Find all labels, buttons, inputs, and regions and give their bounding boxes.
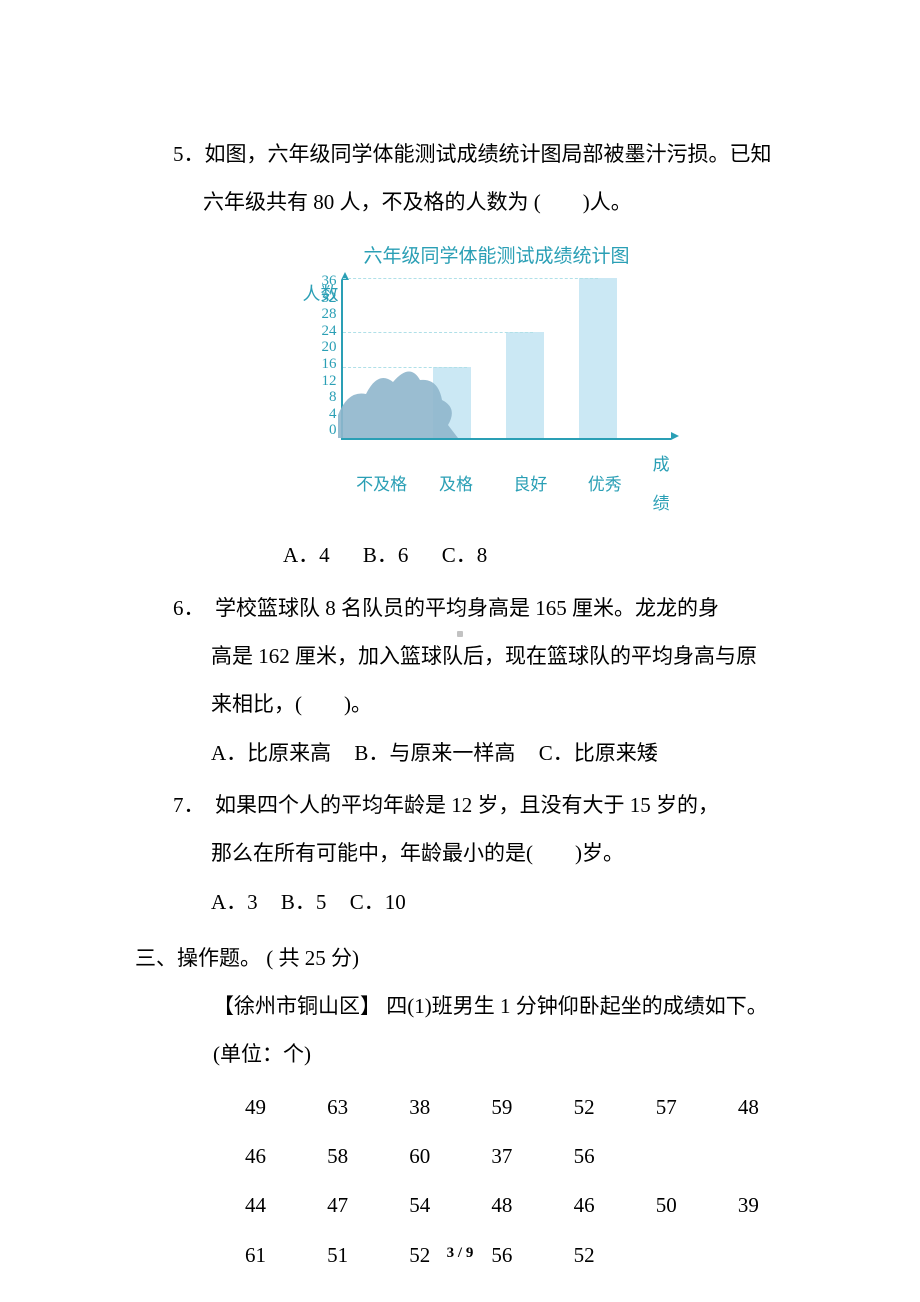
chart-area: 36 32 28 24 20 16 12 8 4 0: [317, 280, 677, 445]
ytick: 32: [317, 290, 337, 306]
q5-line2: 六年级共有 80 人，不及格的人数为 ( )人。: [203, 178, 820, 226]
section3-title: 三、操作题。 ( 共 25 分): [135, 934, 820, 982]
grid-line: [343, 367, 468, 368]
x-row: 不及格 及格 良好 优秀 成绩: [317, 445, 677, 523]
bar-slot: [488, 280, 561, 438]
ytick: 4: [317, 406, 337, 422]
question-7: 7． 如果四个人的平均年龄是 12 岁，且没有大于 15 岁的， 那么在所有可能…: [173, 781, 820, 926]
ytick: 0: [317, 422, 337, 438]
q7-opt-b: B．5: [281, 890, 327, 914]
x-labels: 不及格 及格 良好 优秀: [345, 465, 642, 504]
bar: [506, 332, 544, 439]
xlabel: 优秀: [568, 465, 642, 504]
table-cell: [656, 1132, 738, 1181]
table-cell: 59: [491, 1083, 573, 1132]
ink-blot-icon: [338, 360, 458, 438]
table-cell: 49: [245, 1083, 327, 1132]
question-6: 6． 学校篮球队 8 名队员的平均身高是 165 厘米。龙龙的身 高是 162 …: [173, 584, 820, 777]
table-cell: 39: [738, 1181, 820, 1230]
ytick: 24: [317, 323, 337, 339]
q7-opt-c: C．10: [350, 890, 406, 914]
table-cell: 48: [491, 1181, 573, 1230]
q6-opt-b: B．与原来一样高: [354, 741, 515, 765]
chart-body: 人数 36 32 28 24 20 16 12 8 4 0: [317, 280, 677, 523]
table-cell: 56: [574, 1132, 656, 1181]
q7-line1: 7． 如果四个人的平均年龄是 12 岁，且没有大于 15 岁的，: [173, 781, 820, 829]
table-cell: 63: [327, 1083, 409, 1132]
q6-opt-c: C．比原来矮: [539, 741, 658, 765]
ytick: 36: [317, 273, 337, 289]
table-cell: 54: [409, 1181, 491, 1230]
xlabel: 不及格: [345, 465, 419, 504]
section3-body1: 【徐州市铜山区】 四(1)班男生 1 分钟仰卧起坐的成绩如下。: [213, 982, 820, 1030]
table-row: 49633859525748: [245, 1083, 820, 1132]
q5-line1: 5．如图，六年级同学体能测试成绩统计图局部被墨汁污损。已知: [173, 130, 820, 178]
q5-opt-a: A．4: [283, 543, 330, 567]
table-cell: 47: [327, 1181, 409, 1230]
xlabel: 良好: [493, 465, 567, 504]
table-cell: 57: [656, 1083, 738, 1132]
grid-line: [343, 278, 599, 279]
table-cell: 38: [409, 1083, 491, 1132]
table-cell: 52: [574, 1083, 656, 1132]
q6-line3: 来相比，( )。: [211, 680, 820, 728]
ytick: 8: [317, 389, 337, 405]
q6-line1: 6． 学校篮球队 8 名队员的平均身高是 165 厘米。龙龙的身: [173, 584, 820, 632]
table-cell: 50: [656, 1181, 738, 1230]
q6-line2: 高是 162 厘米，加入篮球队后，现在篮球队的平均身高与原: [211, 632, 820, 680]
table-cell: 37: [491, 1132, 573, 1181]
bar: [579, 278, 617, 438]
q5-opt-c: C．8: [442, 543, 488, 567]
table-cell: 48: [738, 1083, 820, 1132]
q7-line2: 那么在所有可能中，年龄最小的是( )岁。: [211, 829, 820, 877]
ytick: 12: [317, 373, 337, 389]
table-row: 4658603756: [245, 1132, 820, 1181]
table-cell: 46: [574, 1181, 656, 1230]
q5-opt-b: B．6: [363, 543, 409, 567]
table-cell: 60: [409, 1132, 491, 1181]
chart-title: 六年级同学体能测试成绩统计图: [173, 235, 820, 279]
ytick: 20: [317, 339, 337, 355]
table-cell: 46: [245, 1132, 327, 1181]
table-row: 44475448465039: [245, 1181, 820, 1230]
table-cell: 44: [245, 1181, 327, 1230]
ytick: 28: [317, 306, 337, 322]
q6-opt-a: A．比原来高: [211, 741, 331, 765]
x-axis-title: 成绩: [646, 445, 677, 523]
table-cell: 58: [327, 1132, 409, 1181]
q7-opt-a: A．3: [211, 890, 258, 914]
bar-slot: [561, 280, 634, 438]
section3-body2: (单位：个): [213, 1030, 820, 1078]
q5-options: A．4 B．6 C．8: [283, 531, 820, 579]
page-content: 5．如图，六年级同学体能测试成绩统计图局部被墨汁污损。已知 六年级共有 80 人…: [100, 130, 820, 1280]
section-3: 三、操作题。 ( 共 25 分) 【徐州市铜山区】 四(1)班男生 1 分钟仰卧…: [135, 934, 820, 1280]
q7-options: A．3 B．5 C．10: [211, 878, 820, 926]
q6-options: A．比原来高 B．与原来一样高 C．比原来矮: [211, 729, 820, 777]
grid-line: [343, 332, 533, 333]
table-cell: [738, 1132, 820, 1181]
center-marker-icon: [457, 631, 463, 637]
xlabel: 及格: [419, 465, 493, 504]
q5-chart: 六年级同学体能测试成绩统计图 人数 36 32 28 24 20 16 12 8…: [173, 235, 820, 524]
plot-area: [341, 280, 671, 440]
question-5: 5．如图，六年级同学体能测试成绩统计图局部被墨汁污损。已知 六年级共有 80 人…: [173, 130, 820, 580]
page-footer: 3 / 9: [0, 1245, 920, 1262]
ytick: 16: [317, 356, 337, 372]
